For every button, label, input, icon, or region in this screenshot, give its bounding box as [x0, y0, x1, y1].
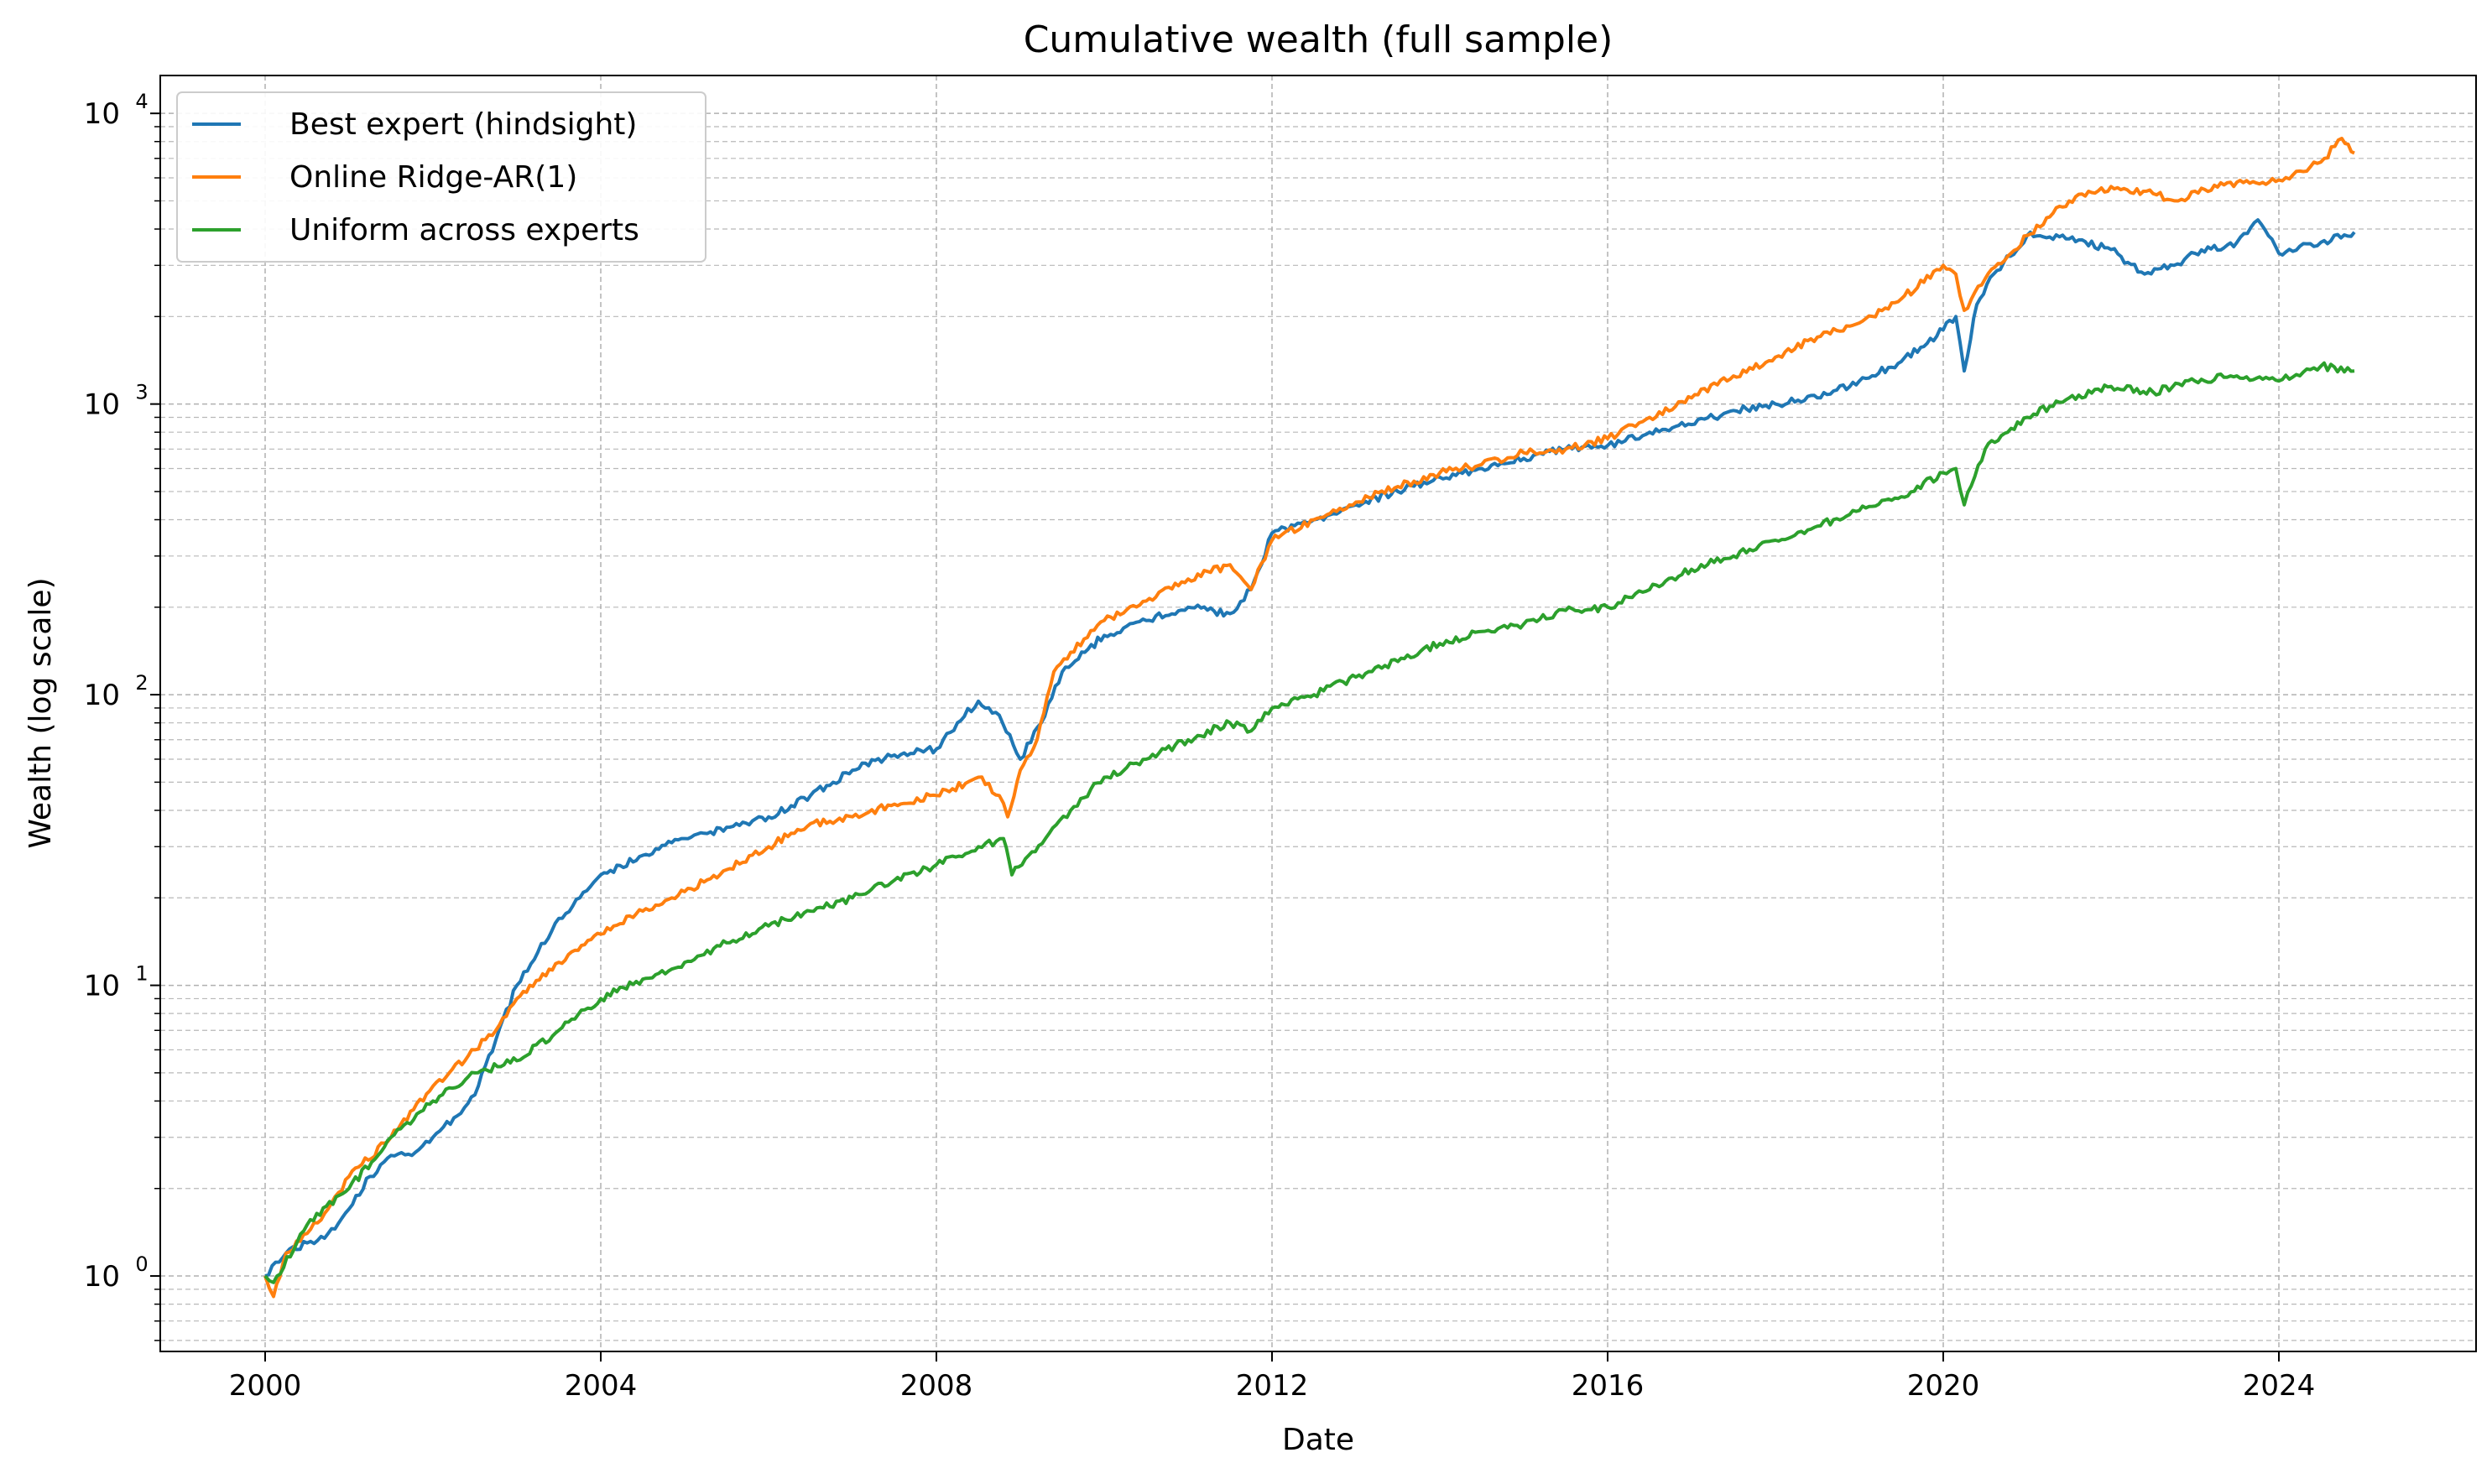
y-tick-label: 10 [84, 388, 120, 422]
x-tick-label: 2012 [1236, 1369, 1309, 1403]
series-line [263, 361, 2355, 1284]
chart-title: Cumulative wealth (full sample) [1024, 18, 1614, 61]
y-tick-label: 10 [84, 679, 120, 712]
y-tick-label: 10 [84, 970, 120, 1003]
legend: Best expert (hindsight) Online Ridge-AR(1… [176, 91, 706, 263]
x-tick-label: 2016 [1572, 1369, 1645, 1403]
y-tick-exponent: 0 [135, 1252, 148, 1276]
x-tick-label: 2020 [1907, 1369, 1980, 1403]
y-tick-label: 10 [84, 1260, 120, 1294]
grid [160, 76, 2476, 1351]
legend-label: Uniform across experts [289, 213, 639, 247]
x-tick-label: 2000 [229, 1369, 302, 1403]
x-tick-label: 2024 [2243, 1369, 2316, 1403]
series-line [263, 137, 2355, 1299]
y-axis-label: Wealth (log scale) [23, 577, 58, 848]
x-tick-label: 2004 [565, 1369, 638, 1403]
x-axis-label: Date [1282, 1423, 1354, 1457]
y-axis: 10 0 10 1 10 2 10 3 10 4 [84, 90, 160, 1341]
plot-frame [159, 75, 2477, 1352]
y-tick-exponent: 2 [135, 671, 148, 695]
y-tick-exponent: 3 [135, 381, 148, 404]
x-axis: 2000 2004 2008 2012 2016 2020 2024 [229, 1351, 2316, 1403]
y-tick-exponent: 4 [135, 90, 148, 113]
legend-label: Best expert (hindsight) [289, 107, 637, 142]
legend-label: Online Ridge-AR(1) [289, 160, 577, 195]
y-tick-exponent: 1 [135, 962, 148, 986]
plot-area [263, 137, 2356, 1299]
y-tick-label: 10 [84, 97, 120, 131]
x-tick-label: 2008 [900, 1369, 973, 1403]
legend-box [176, 91, 706, 263]
